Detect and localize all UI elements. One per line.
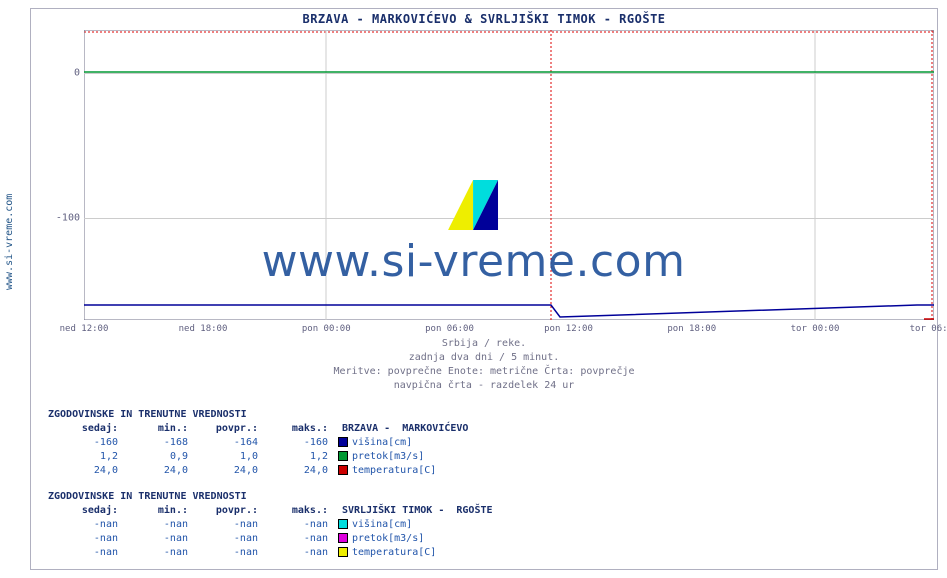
caption-3: Meritve: povprečne Enote: metrične Črta:…	[30, 366, 938, 377]
stats-table: ZGODOVINSKE IN TRENUTNE VREDNOSTIsedaj:m…	[48, 408, 468, 478]
caption-4: navpična črta - razdelek 24 ur	[30, 380, 938, 391]
xtick: pon 18:00	[667, 324, 716, 334]
xtick: ned 12:00	[60, 324, 109, 334]
xtick: ned 18:00	[179, 324, 228, 334]
table-cell: -160	[258, 436, 328, 450]
table-cell: -168	[118, 436, 188, 450]
table-cell: 24,0	[258, 464, 328, 478]
legend-swatch-icon	[338, 437, 348, 447]
table-cell: -nan	[258, 518, 328, 532]
measurement-label: višina[cm]	[352, 519, 412, 530]
measurement-label: temperatura[C]	[352, 465, 436, 476]
legend-swatch-icon	[338, 533, 348, 543]
table-header-cell: maks.:	[258, 422, 328, 436]
table-cell: 1,0	[188, 450, 258, 464]
caption-1: Srbija / reke.	[30, 338, 938, 349]
table-row: 24,024,024,024,0temperatura[C]	[48, 464, 468, 478]
chart-title: BRZAVA - MARKOVIĆEVO & SVRLJIŠKI TIMOK -…	[30, 12, 938, 26]
table-cell: -nan	[118, 532, 188, 546]
measurement-label: pretok[m3/s]	[352, 451, 424, 462]
legend-swatch-icon	[338, 519, 348, 529]
table-cell: -nan	[188, 532, 258, 546]
table-cell: 24,0	[48, 464, 118, 478]
legend-swatch-icon	[338, 547, 348, 557]
table-cell: -160	[48, 436, 118, 450]
side-label: www.si-vreme.com	[4, 194, 15, 290]
table-row: -nan-nan-nan-nanpretok[m3/s]	[48, 532, 493, 546]
table-cell: 1,2	[258, 450, 328, 464]
table-header-cell: povpr.:	[188, 504, 258, 518]
table-title: ZGODOVINSKE IN TRENUTNE VREDNOSTI	[48, 490, 493, 504]
table-header-row: sedaj:min.:povpr.:maks.: SVRLJIŠKI TIMOK …	[48, 504, 493, 518]
table-cell: 24,0	[188, 464, 258, 478]
table-cell: -nan	[48, 546, 118, 560]
table-cell: -nan	[118, 546, 188, 560]
table-cell: -nan	[48, 532, 118, 546]
xtick: tor 00:00	[791, 324, 840, 334]
table-cell: -nan	[188, 546, 258, 560]
table-header-cell: min.:	[118, 504, 188, 518]
table-cell: -nan	[48, 518, 118, 532]
table-row: -nan-nan-nan-nantemperatura[C]	[48, 546, 493, 560]
ytick-m100: -100	[46, 213, 80, 224]
xtick: tor 06:00	[910, 324, 947, 334]
table-cell: -nan	[258, 546, 328, 560]
stats-table: ZGODOVINSKE IN TRENUTNE VREDNOSTIsedaj:m…	[48, 490, 493, 560]
table-header-cell: sedaj:	[48, 504, 118, 518]
station-name: SVRLJIŠKI TIMOK - RGOŠTE	[342, 505, 493, 516]
xtick: pon 06:00	[425, 324, 474, 334]
table-row: -160-168-164-160višina[cm]	[48, 436, 468, 450]
xtick: pon 12:00	[544, 324, 593, 334]
measurement-label: višina[cm]	[352, 437, 412, 448]
table-row: 1,20,91,01,2pretok[m3/s]	[48, 450, 468, 464]
table-header-cell: sedaj:	[48, 422, 118, 436]
table-header-cell: maks.:	[258, 504, 328, 518]
measurement-label: pretok[m3/s]	[352, 533, 424, 544]
table-header-cell: povpr.:	[188, 422, 258, 436]
measurement-label: temperatura[C]	[352, 547, 436, 558]
legend-swatch-icon	[338, 465, 348, 475]
table-title: ZGODOVINSKE IN TRENUTNE VREDNOSTI	[48, 408, 468, 422]
ytick-0: 0	[46, 68, 80, 79]
xtick: pon 00:00	[302, 324, 351, 334]
table-cell: 24,0	[118, 464, 188, 478]
table-header-row: sedaj:min.:povpr.:maks.: BRZAVA - MARKOVI…	[48, 422, 468, 436]
table-cell: -nan	[188, 518, 258, 532]
table-cell: -nan	[258, 532, 328, 546]
legend-swatch-icon	[338, 451, 348, 461]
table-cell: -nan	[118, 518, 188, 532]
caption-2: zadnja dva dni / 5 minut.	[30, 352, 938, 363]
table-cell: 1,2	[48, 450, 118, 464]
table-header-cell: min.:	[118, 422, 188, 436]
table-row: -nan-nan-nan-nanvišina[cm]	[48, 518, 493, 532]
chart-plot	[84, 30, 934, 320]
station-name: BRZAVA - MARKOVIĆEVO	[342, 423, 468, 434]
table-cell: -164	[188, 436, 258, 450]
table-cell: 0,9	[118, 450, 188, 464]
